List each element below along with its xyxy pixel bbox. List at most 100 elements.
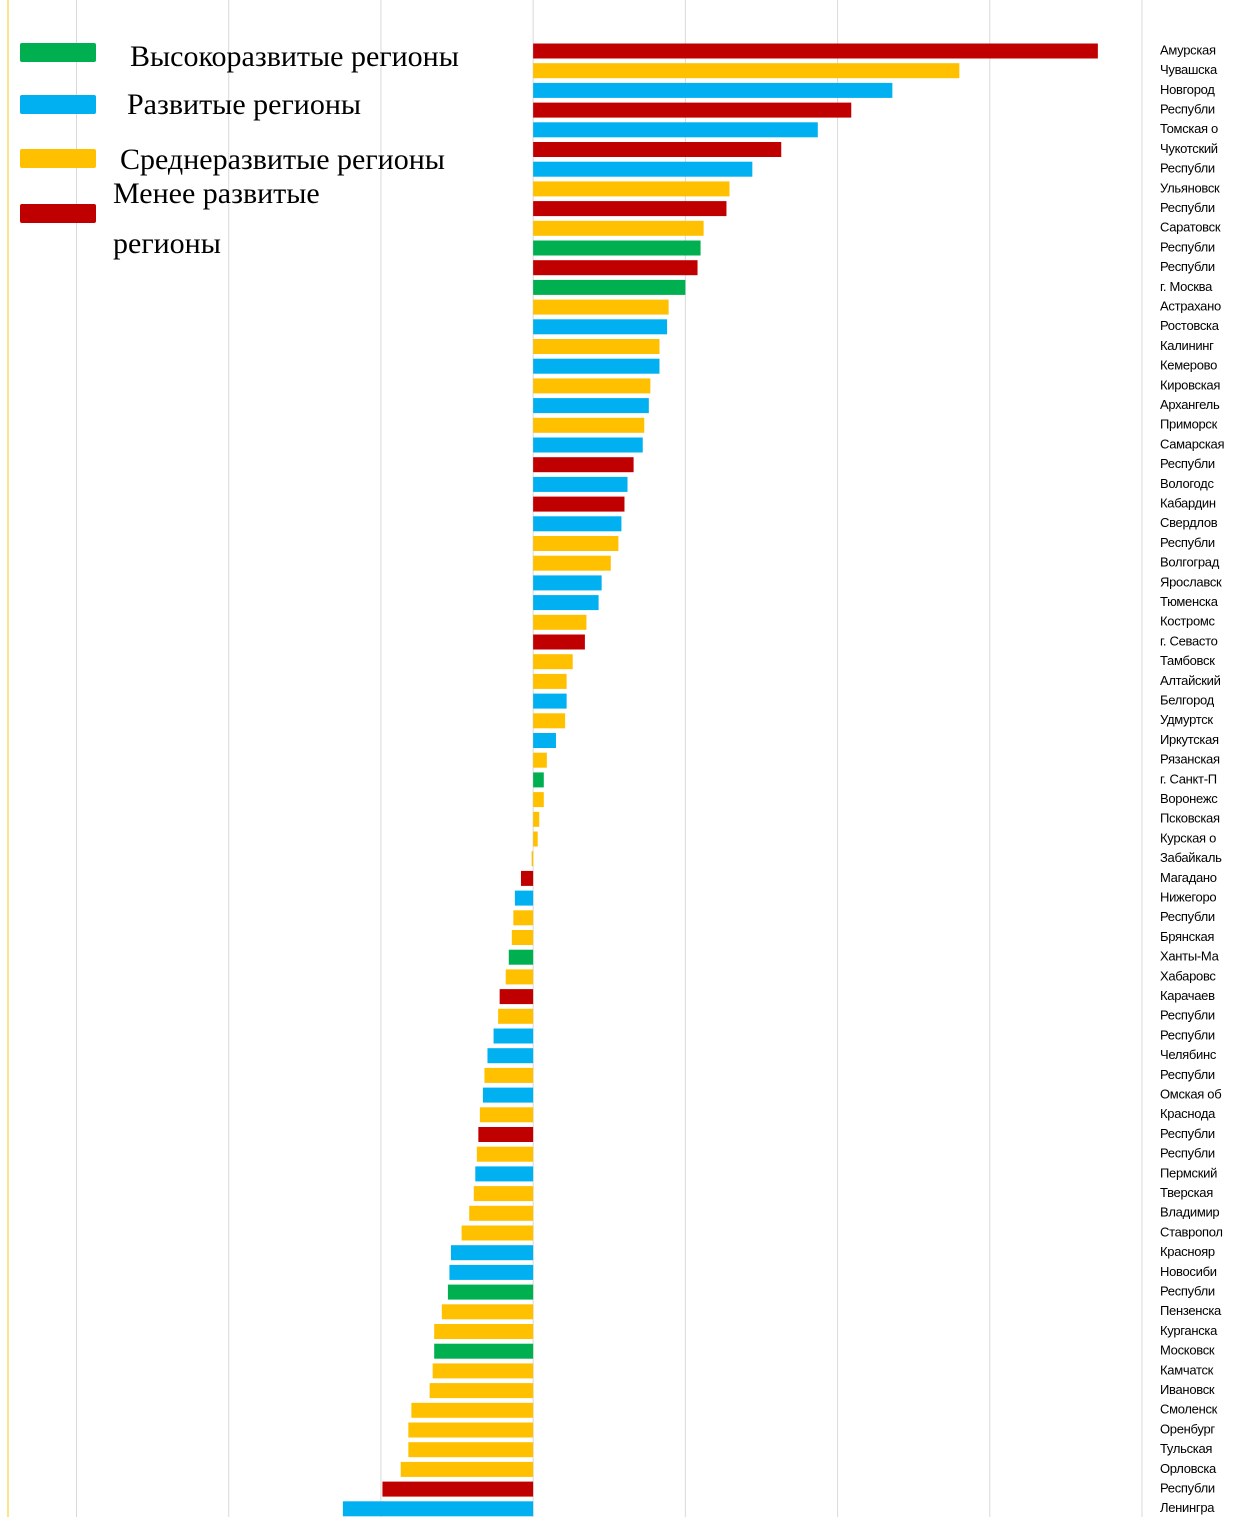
- bar: [533, 102, 852, 118]
- category-label: Архангель: [1160, 397, 1220, 412]
- category-label: Карачаев: [1160, 988, 1215, 1003]
- bar: [533, 831, 538, 847]
- bar: [499, 989, 534, 1005]
- bar: [533, 398, 649, 414]
- bar: [533, 437, 643, 453]
- category-label: Самарская: [1160, 436, 1224, 451]
- bar: [429, 1383, 534, 1399]
- category-label: Ярославск: [1160, 574, 1222, 589]
- bar: [533, 713, 566, 729]
- bar: [408, 1422, 534, 1438]
- category-label: Новгород: [1160, 82, 1215, 97]
- bar: [514, 890, 534, 906]
- bar: [533, 161, 753, 177]
- bar: [533, 260, 698, 276]
- category-label: Республи: [1160, 1008, 1215, 1023]
- bar: [449, 1264, 534, 1280]
- bar: [505, 969, 534, 985]
- bar: [411, 1402, 534, 1418]
- bar: [533, 201, 727, 217]
- category-label: Краснода: [1160, 1106, 1216, 1121]
- category-label: Республи: [1160, 1067, 1215, 1082]
- category-label: Калининг: [1160, 338, 1214, 353]
- bar: [447, 1284, 534, 1300]
- category-label: Республи: [1160, 535, 1215, 550]
- category-label: Оренбург: [1160, 1421, 1215, 1436]
- bar: [469, 1205, 534, 1221]
- bar: [498, 1008, 534, 1024]
- bar: [533, 220, 704, 236]
- category-label: Белгород: [1160, 693, 1215, 708]
- bar: [482, 1087, 534, 1103]
- category-label: Рязанская: [1160, 752, 1220, 767]
- category-label: Астрахано: [1160, 299, 1221, 314]
- bar: [511, 930, 534, 945]
- category-label: Алтайский: [1160, 673, 1221, 688]
- bar: [533, 792, 544, 808]
- bar: [533, 752, 547, 768]
- bar: [476, 1146, 534, 1162]
- legend-swatch: [20, 95, 96, 114]
- bar: [533, 476, 628, 492]
- bar: [533, 417, 645, 433]
- category-label: Магадано: [1160, 870, 1217, 885]
- category-label: Республи: [1160, 239, 1215, 254]
- category-label: Пермский: [1160, 1165, 1217, 1180]
- bar: [533, 516, 622, 532]
- category-label: Курганска: [1160, 1323, 1218, 1338]
- bar: [533, 673, 567, 689]
- category-label: г. Москва: [1160, 279, 1213, 294]
- category-label: г. Санкт-П: [1160, 771, 1217, 786]
- category-label: Республи: [1160, 909, 1215, 924]
- bar: [484, 1067, 534, 1083]
- category-label: Владимир: [1160, 1205, 1219, 1220]
- bar: [531, 851, 534, 867]
- bar: [342, 1501, 534, 1517]
- bar: [432, 1363, 534, 1379]
- category-label: Саратовск: [1160, 220, 1221, 235]
- category-label: Республи: [1160, 1284, 1215, 1299]
- category-label: Кировская: [1160, 377, 1220, 392]
- category-label: Иркутская: [1160, 732, 1219, 747]
- bar: [533, 43, 1098, 59]
- legend-swatch: [20, 149, 96, 168]
- bar: [533, 122, 818, 138]
- category-label: Забайкаль: [1160, 850, 1222, 865]
- category-label: Хабаровс: [1160, 968, 1216, 983]
- bar: [400, 1461, 534, 1477]
- bar: [441, 1304, 534, 1320]
- bar: [533, 496, 625, 512]
- category-label: Республи: [1160, 456, 1215, 471]
- bar: [533, 319, 668, 335]
- category-label: Приморск: [1160, 417, 1218, 432]
- category-label: Брянская: [1160, 929, 1214, 944]
- category-label: Кабардин: [1160, 496, 1216, 511]
- bar: [434, 1324, 534, 1339]
- category-label: Республи: [1160, 1027, 1215, 1042]
- bar: [533, 811, 540, 827]
- category-label: Республи: [1160, 259, 1215, 274]
- bar: [533, 299, 669, 315]
- bar: [479, 1107, 534, 1123]
- bar: [533, 279, 686, 295]
- bar: [493, 1028, 534, 1044]
- bar: [533, 555, 611, 571]
- legend-label: Среднеразвитые регионы: [120, 143, 445, 176]
- bar: [533, 457, 634, 473]
- legend-label: Высокоразвитые регионы: [130, 40, 459, 73]
- category-label: Свердлов: [1160, 515, 1218, 530]
- category-label: Смоленск: [1160, 1402, 1218, 1417]
- category-label: Республи: [1160, 200, 1215, 215]
- category-label: Республи: [1160, 161, 1215, 176]
- category-label: Тамбовск: [1160, 653, 1215, 668]
- legend-label: Развитые регионы: [127, 88, 362, 121]
- category-label: Псковская: [1160, 811, 1220, 826]
- category-label: Челябинс: [1160, 1047, 1217, 1062]
- bar: [533, 575, 602, 591]
- bar: [533, 536, 619, 551]
- category-label: г. Севасто: [1160, 633, 1218, 648]
- bar: [533, 634, 585, 650]
- bar: [533, 614, 587, 630]
